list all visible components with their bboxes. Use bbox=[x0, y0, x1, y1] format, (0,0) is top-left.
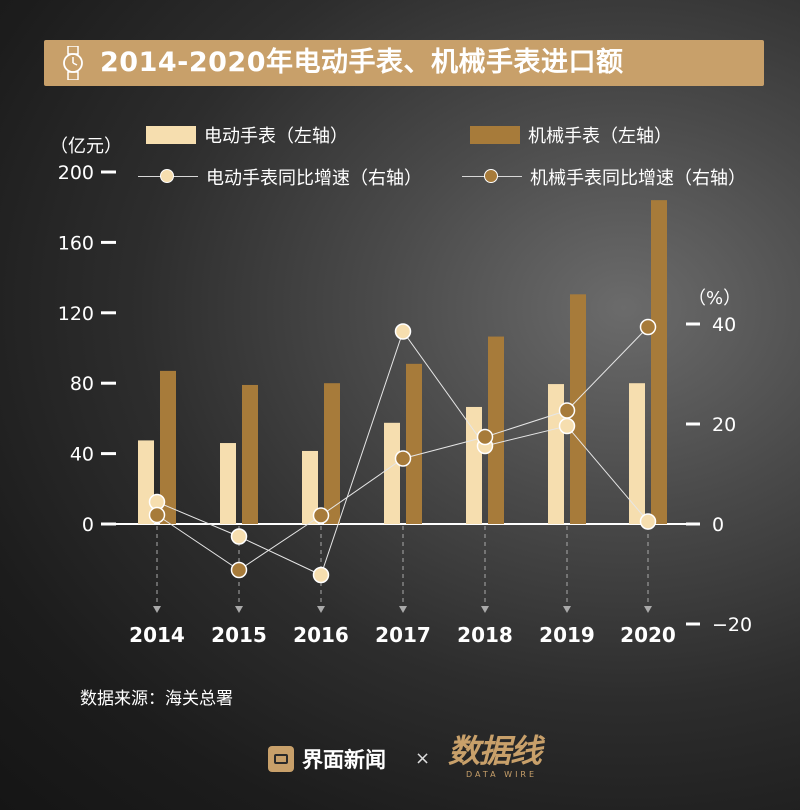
bar-mechanical bbox=[570, 294, 586, 524]
watch-icon bbox=[63, 46, 83, 80]
right-tick-label: 20 bbox=[712, 414, 736, 436]
left-tick-label: 160 bbox=[58, 232, 94, 254]
bar-mechanical bbox=[324, 383, 340, 524]
bar-electric bbox=[629, 383, 645, 524]
legend-label-mechanical-line: 机械手表同比增速（右轴） bbox=[530, 168, 746, 189]
x-tick-label: 2015 bbox=[211, 623, 267, 647]
bar-electric bbox=[220, 443, 236, 524]
point-mechanical-growth bbox=[312, 507, 330, 524]
legend-marker-electric-line bbox=[138, 168, 198, 186]
x-tick-label: 2016 bbox=[293, 623, 349, 647]
bar-mechanical bbox=[242, 384, 258, 524]
brand-jiemian-name: 界面新闻 bbox=[302, 748, 386, 772]
footer: 界面新闻 × 数据线 DATA WIRE bbox=[0, 730, 800, 790]
brand-datawire-name: 数据线 bbox=[448, 732, 542, 770]
point-mechanical-growth bbox=[230, 561, 248, 579]
brand-separator: × bbox=[415, 748, 431, 769]
category-guide-arrow bbox=[644, 606, 652, 613]
title-bar: 2014-2020年电动手表、机械手表进口额 bbox=[44, 40, 764, 86]
point-mechanical-growth bbox=[558, 402, 576, 419]
bar-mechanical bbox=[488, 336, 504, 524]
left-tick-label: 80 bbox=[70, 373, 94, 395]
right-tick-label: −20 bbox=[712, 614, 752, 636]
point-electric-growth bbox=[312, 566, 330, 584]
right-tick-label: 40 bbox=[712, 314, 736, 336]
left-tick-label: 40 bbox=[70, 444, 94, 466]
legend-swatch-mechanical bbox=[470, 126, 520, 144]
point-electric-growth bbox=[639, 513, 657, 530]
point-electric-growth bbox=[558, 417, 576, 435]
bar-electric bbox=[302, 450, 318, 524]
legend-swatch-electric bbox=[146, 126, 196, 144]
left-axis-unit: （亿元） bbox=[50, 136, 122, 157]
jiemian-logo-icon bbox=[268, 746, 294, 772]
category-guide-arrow bbox=[317, 606, 325, 613]
x-tick-label: 2019 bbox=[539, 623, 595, 647]
category-guide-arrow bbox=[399, 606, 407, 613]
legend-electric-line: 电动手表同比增速（右轴） bbox=[138, 164, 422, 190]
bar-mechanical bbox=[406, 363, 422, 524]
category-guide-arrow bbox=[481, 606, 489, 613]
legend-label-electric-line: 电动手表同比增速（右轴） bbox=[206, 168, 422, 189]
point-electric-growth bbox=[230, 528, 248, 545]
bar-electric bbox=[384, 422, 400, 524]
right-axis-unit: （%） bbox=[688, 288, 742, 309]
point-mechanical-growth bbox=[639, 318, 657, 336]
point-mechanical-growth bbox=[394, 450, 412, 467]
legend-mechanical-bar: 机械手表（左轴） bbox=[470, 122, 672, 148]
x-tick-label: 2017 bbox=[375, 623, 431, 647]
left-tick-label: 120 bbox=[58, 303, 94, 325]
left-tick-label: 200 bbox=[58, 162, 94, 184]
bar-electric bbox=[548, 384, 564, 524]
bar-electric bbox=[466, 406, 482, 524]
brand-datawire-sub: DATA WIRE bbox=[466, 770, 538, 779]
category-guide-arrow bbox=[153, 606, 161, 613]
bar-mechanical bbox=[651, 200, 667, 524]
legend: 电动手表（左轴） 机械手表（左轴） 电动手表同比增速（右轴） 机械手表同比增速（… bbox=[0, 0, 800, 200]
brand-datawire: 数据线 DATA WIRE bbox=[448, 732, 542, 779]
legend-marker-mechanical-line bbox=[462, 168, 522, 186]
legend-label-electric-bar: 电动手表（左轴） bbox=[204, 126, 348, 147]
legend-mechanical-line: 机械手表同比增速（右轴） bbox=[462, 164, 746, 190]
point-mechanical-growth bbox=[148, 506, 166, 524]
x-tick-label: 2014 bbox=[129, 623, 185, 647]
left-tick-label: 0 bbox=[82, 514, 94, 536]
right-tick-label: 0 bbox=[712, 514, 724, 536]
category-guide-arrow bbox=[235, 606, 243, 613]
legend-electric-bar: 电动手表（左轴） bbox=[146, 122, 348, 148]
chart-title: 2014-2020年电动手表、机械手表进口额 bbox=[100, 47, 624, 78]
bar-mechanical bbox=[160, 370, 176, 524]
x-tick-label: 2018 bbox=[457, 623, 513, 647]
chart-area: 0 40 80 120 160 200 −20 0 20 40 2014 2015 2016 2017 20… bbox=[58, 162, 752, 647]
brand-jiemian: 界面新闻 bbox=[268, 744, 386, 774]
legend-label-mechanical-bar: 机械手表（左轴） bbox=[528, 126, 672, 147]
point-mechanical-growth bbox=[476, 428, 494, 446]
source-note: 数据来源：海关总署 bbox=[80, 689, 233, 709]
x-tick-label: 2020 bbox=[620, 623, 676, 647]
category-guide-arrow bbox=[563, 606, 571, 613]
point-electric-growth bbox=[394, 323, 412, 340]
